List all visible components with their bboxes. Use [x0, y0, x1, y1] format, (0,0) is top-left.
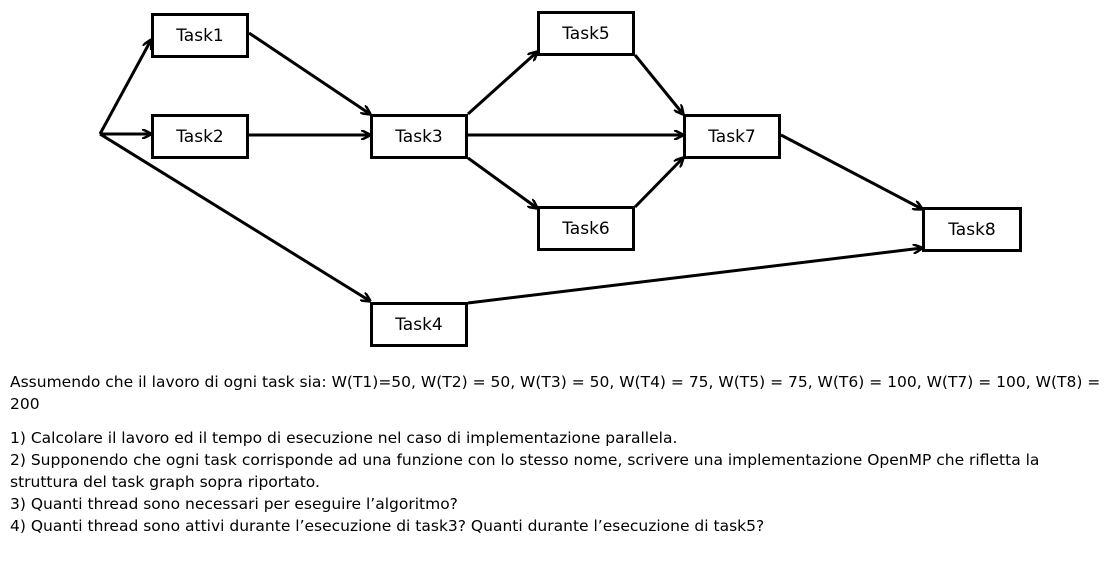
task3-node: Task3: [370, 114, 468, 159]
edge-task5-to-task7: [633, 54, 683, 114]
task7-node: Task7: [683, 114, 781, 159]
question-3: 3) Quanti thread sono necessari per eseg…: [10, 495, 458, 513]
edge-task6-to-task7: [633, 158, 683, 209]
edge-task7-to-task8: [780, 133, 922, 209]
task2-node: Task2: [151, 114, 249, 159]
task4-node: Task4: [370, 302, 468, 347]
task1-node: Task1: [151, 13, 249, 58]
paragraph-spacer: [10, 415, 1102, 427]
task6-label: Task6: [562, 218, 610, 239]
task-graph-edges: [98, 31, 1107, 305]
task2-label: Task2: [176, 126, 224, 147]
edge-task1-to-task3: [248, 31, 370, 114]
task1-label: Task1: [176, 25, 224, 46]
task5-node: Task5: [537, 11, 635, 56]
edge-task3-to-task5: [466, 52, 537, 116]
question-1: 1) Calcolare il lavoro ed il tempo di es…: [10, 429, 678, 447]
edge-task4-to-task8: [467, 248, 922, 305]
task4-label: Task4: [395, 314, 443, 335]
task7-label: Task7: [708, 126, 756, 147]
task8-label: Task8: [948, 219, 996, 240]
task3-label: Task3: [395, 126, 443, 147]
intro-paragraph: Assumendo che il lavoro di ogni task sia…: [10, 373, 1101, 413]
exercise-text: Assumendo che il lavoro di ogni task sia…: [10, 371, 1102, 537]
question-2: 2) Supponendo che ogni task corrisponde …: [10, 451, 1040, 491]
edge-task3-to-task6: [467, 156, 537, 208]
edge-source-to-task4: [99, 132, 370, 301]
task5-label: Task5: [562, 23, 610, 44]
task8-node: Task8: [922, 207, 1022, 252]
task-graph: Task1 Task2 Task3 Task4 Task5 Task6 Task…: [98, 11, 1107, 347]
edge-source-to-task1: [98, 40, 151, 135]
question-4: 4) Quanti thread sono attivi durante l’e…: [10, 517, 765, 535]
task6-node: Task6: [537, 206, 635, 251]
